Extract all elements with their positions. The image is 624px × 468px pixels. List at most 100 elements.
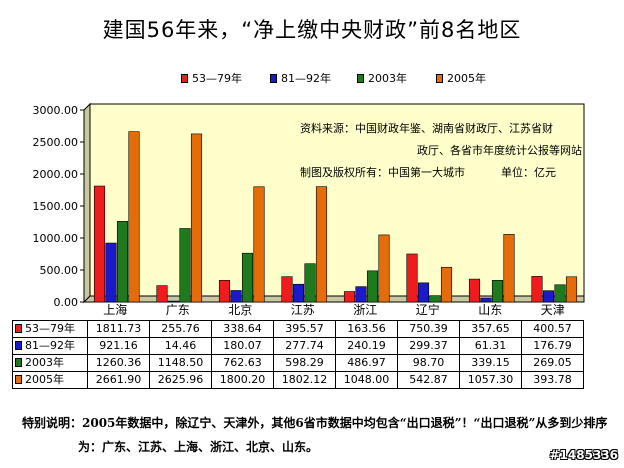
table-cell: 1048.00: [335, 371, 398, 389]
table-series-swatch: [15, 375, 22, 384]
table-row: 81—92年 921.16 14.46 180.07 277.74 240.19 299.3…: [12, 337, 584, 355]
bar-3-5: [440, 266, 453, 303]
y-tick-label: 500.00: [40, 264, 79, 277]
plot-side-wall: [83, 102, 91, 304]
bar-1-3: [292, 283, 305, 303]
table-series-label: 53—79年: [12, 320, 88, 338]
bar-2-4: [366, 270, 379, 303]
footnote-line-2: 为：广东、江苏、上海、浙江、北京、山东。: [78, 440, 319, 454]
table-cell: 1057.30: [459, 371, 522, 389]
bar-1-6: [480, 297, 492, 303]
table-cell: 180.07: [211, 337, 274, 355]
legend-label-2005: 2005年: [447, 72, 486, 85]
legend-label-53-79: 53—79年: [192, 72, 242, 85]
table-cell: 338.64: [211, 320, 274, 338]
table-cell: 750.39: [397, 320, 460, 338]
table-series-name: 53—79年: [25, 322, 75, 335]
table-cell: 1148.50: [149, 354, 212, 372]
bar-2-0: [116, 221, 129, 303]
bar-2-2: [241, 252, 254, 303]
bar-3-3: [315, 186, 328, 303]
table-cell: 299.37: [397, 337, 460, 355]
bar-0-4: [343, 291, 356, 303]
legend-label-2003: 2003年: [368, 72, 407, 85]
table-series-swatch: [15, 358, 22, 367]
watermark: #1485336: [549, 448, 618, 462]
legend-item-81-92: 81—92年: [270, 70, 331, 86]
bar-0-6: [468, 278, 481, 303]
bar-0-7: [531, 276, 543, 303]
y-tick-label: 2500.00: [33, 136, 79, 149]
footnote-line-1: 特别说明：2005年数据中，除辽宁、天津外，其他6省市数据中均包含“出口退税”！…: [22, 416, 608, 430]
source-note: 资料来源：中国财政年鉴、湖南省财政厅、江苏省财 政厅、各省市年度统计公报等网站 …: [300, 118, 600, 184]
legend-label-81-92: 81—92年: [281, 72, 331, 85]
table-cell: 339.15: [459, 354, 522, 372]
bar-2-7: [554, 284, 566, 303]
bar-3-1: [190, 133, 203, 303]
legend-item-2005: 2005年: [436, 70, 486, 86]
table-cell: 400.57: [521, 320, 584, 338]
table-row: 2003年 1260.36 1148.50 762.63 598.29 486.97 98.…: [12, 354, 584, 372]
table-cell: 1800.20: [211, 371, 274, 389]
bar-2-5: [429, 295, 441, 303]
table-cell: 1802.12: [273, 371, 336, 389]
bar-3-6: [503, 234, 515, 303]
bar-1-1: [167, 300, 180, 303]
source-line-1: 资料来源：中国财政年鉴、湖南省财政厅、江苏省财: [300, 122, 553, 135]
bar-2-6: [491, 279, 504, 303]
table-cell: 2625.96: [149, 371, 212, 389]
source-line-2: 政厅、各省市年度统计公报等网站: [417, 144, 582, 157]
table-cell: 240.19: [335, 337, 398, 355]
x-tick-label-3: 江苏: [291, 303, 315, 317]
table-series-label: 2003年: [12, 354, 88, 372]
legend-swatch-2005: [436, 73, 443, 83]
x-tick-label-2: 北京: [228, 303, 252, 317]
table-series-name: 2003年: [25, 356, 64, 369]
table-series-name: 81—92年: [25, 339, 75, 352]
bar-3-0: [128, 131, 140, 303]
chart-title: 建国56年来，“净上缴中央财政”前8名地区: [102, 18, 522, 42]
plot-area: [89, 103, 585, 297]
source-line-3: 制图及版权所有：中国第一大城市 单位：亿元: [300, 162, 600, 184]
bar-0-2: [218, 280, 231, 303]
bar-3-4: [378, 234, 390, 303]
table-cell: 357.65: [459, 320, 522, 338]
x-tick-label-4: 浙江: [353, 303, 377, 317]
table-series-swatch: [15, 324, 22, 333]
table-cell: 393.78: [521, 371, 584, 389]
bar-0-0: [93, 185, 106, 303]
table-cell: 163.56: [335, 320, 398, 338]
legend-item-53-79: 53—79年: [181, 70, 242, 86]
table-cell: 269.05: [521, 354, 584, 372]
y-tick-label: 3000.00: [33, 104, 79, 117]
bar-1-5: [417, 282, 430, 303]
table-cell: 2661.90: [87, 371, 150, 389]
bar-2-1: [179, 228, 191, 303]
x-tick-label-0: 上海: [103, 302, 127, 317]
bar-1-4: [355, 286, 367, 303]
table-cell: 14.46: [149, 337, 212, 355]
bar-1-7: [542, 290, 555, 303]
bar-1-2: [230, 290, 242, 303]
table-series-label: 2005年: [12, 371, 88, 389]
table-row: 2005年 2661.90 2625.96 1800.20 1802.12 1048.00…: [12, 371, 584, 389]
table-cell: 98.70: [397, 354, 460, 372]
legend-swatch-53-79: [181, 73, 188, 83]
table-cell: 277.74: [273, 337, 336, 355]
table-series-name: 2005年: [25, 373, 64, 386]
bar-1-0: [105, 242, 117, 303]
bar-2-3: [304, 263, 316, 303]
bar-3-7: [565, 276, 578, 303]
bar-0-1: [156, 285, 168, 303]
bar-0-3: [281, 276, 293, 303]
x-tick-label-5: 辽宁: [416, 302, 440, 317]
table-series-swatch: [15, 341, 22, 350]
copyright-text: 制图及版权所有：中国第一大城市: [300, 166, 465, 179]
footnote: 特别说明：2005年数据中，除辽宁、天津外，其他6省市数据中均包含“出口退税”！…: [22, 411, 612, 459]
table-cell: 176.79: [521, 337, 584, 355]
table-cell: 1260.36: [87, 354, 150, 372]
table-cell: 61.31: [459, 337, 522, 355]
unit-text: 单位：亿元: [501, 166, 556, 179]
x-tick-label-6: 山东: [478, 303, 502, 317]
table-series-label: 81—92年: [12, 337, 88, 355]
